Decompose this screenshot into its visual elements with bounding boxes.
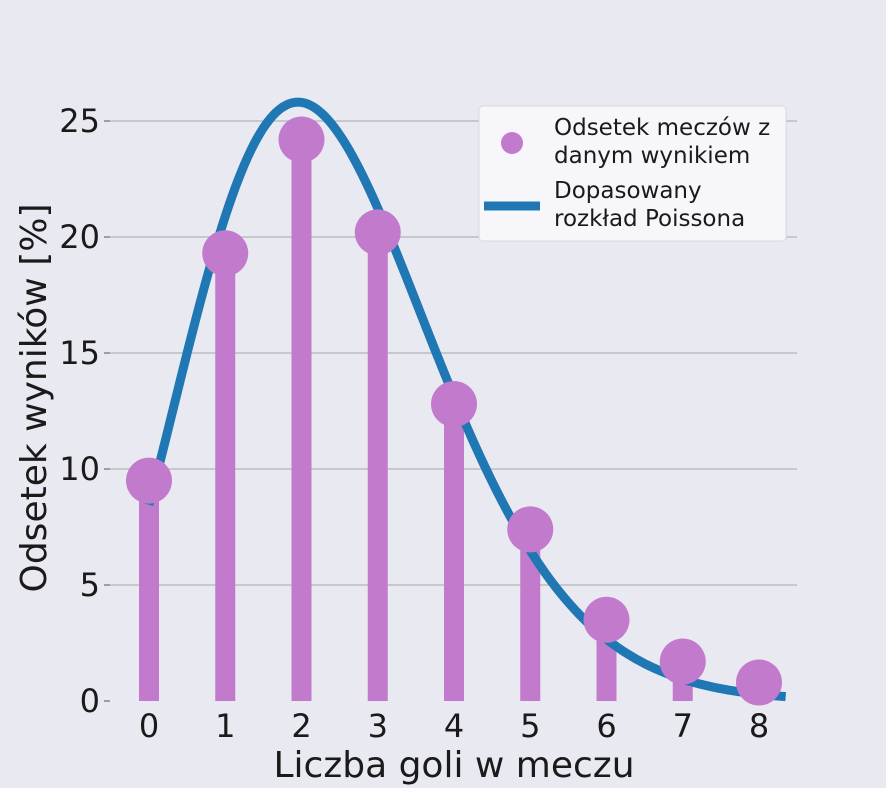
- data-point-1: [202, 230, 249, 277]
- y-tick-label-0: 0: [80, 682, 100, 720]
- data-point-0: [126, 457, 172, 504]
- markers: [126, 116, 782, 706]
- y-tick-label-20: 20: [59, 218, 100, 256]
- data-point-4: [431, 381, 477, 428]
- stem-0: [139, 480, 159, 701]
- x-tick-label-4: 4: [444, 707, 464, 745]
- legend-label-points-line1: Odsetek meczów z: [554, 115, 770, 141]
- y-tick-label-25: 25: [59, 102, 100, 140]
- data-point-6: [583, 596, 630, 643]
- legend-label-curve-line2: rozkład Poissona: [554, 206, 745, 232]
- legend-label-points-line2: danym wynikiem: [554, 143, 750, 169]
- x-tick-label-5: 5: [520, 707, 540, 745]
- data-point-8: [736, 659, 782, 706]
- y-axis-title: Odsetek wyników [%]: [14, 204, 55, 593]
- x-tick-label-6: 6: [596, 707, 616, 745]
- y-tick-label-10: 10: [59, 450, 100, 488]
- legend: Odsetek meczów z danym wynikiem Dopasowa…: [478, 105, 787, 242]
- data-point-5: [507, 506, 554, 553]
- tick-labels: 0 5 10 15 20 25 0 1 2 3 4 5 6 7 8: [59, 102, 769, 745]
- legend-marker-points: [501, 132, 523, 154]
- stem-2: [291, 139, 312, 701]
- x-tick-label-8: 8: [749, 707, 769, 745]
- x-tick-label-1: 1: [215, 707, 235, 745]
- stem-3: [367, 232, 388, 702]
- stem-4: [444, 404, 464, 701]
- data-point-3: [354, 209, 401, 256]
- x-tick-label-0: 0: [139, 707, 159, 745]
- x-axis-title: Liczba goli w meczu: [273, 745, 634, 786]
- y-tick-label-15: 15: [59, 334, 100, 372]
- stem-5: [520, 529, 541, 701]
- legend-box: [478, 105, 787, 242]
- x-tick-label-3: 3: [368, 707, 388, 745]
- legend-label-curve-line1: Dopasowany: [554, 178, 702, 204]
- data-point-7: [659, 638, 706, 685]
- y-tick-label-5: 5: [80, 566, 100, 604]
- x-tick-label-7: 7: [673, 707, 693, 745]
- stem-1: [215, 253, 236, 702]
- data-point-2: [278, 116, 325, 163]
- x-tick-label-2: 2: [291, 707, 311, 745]
